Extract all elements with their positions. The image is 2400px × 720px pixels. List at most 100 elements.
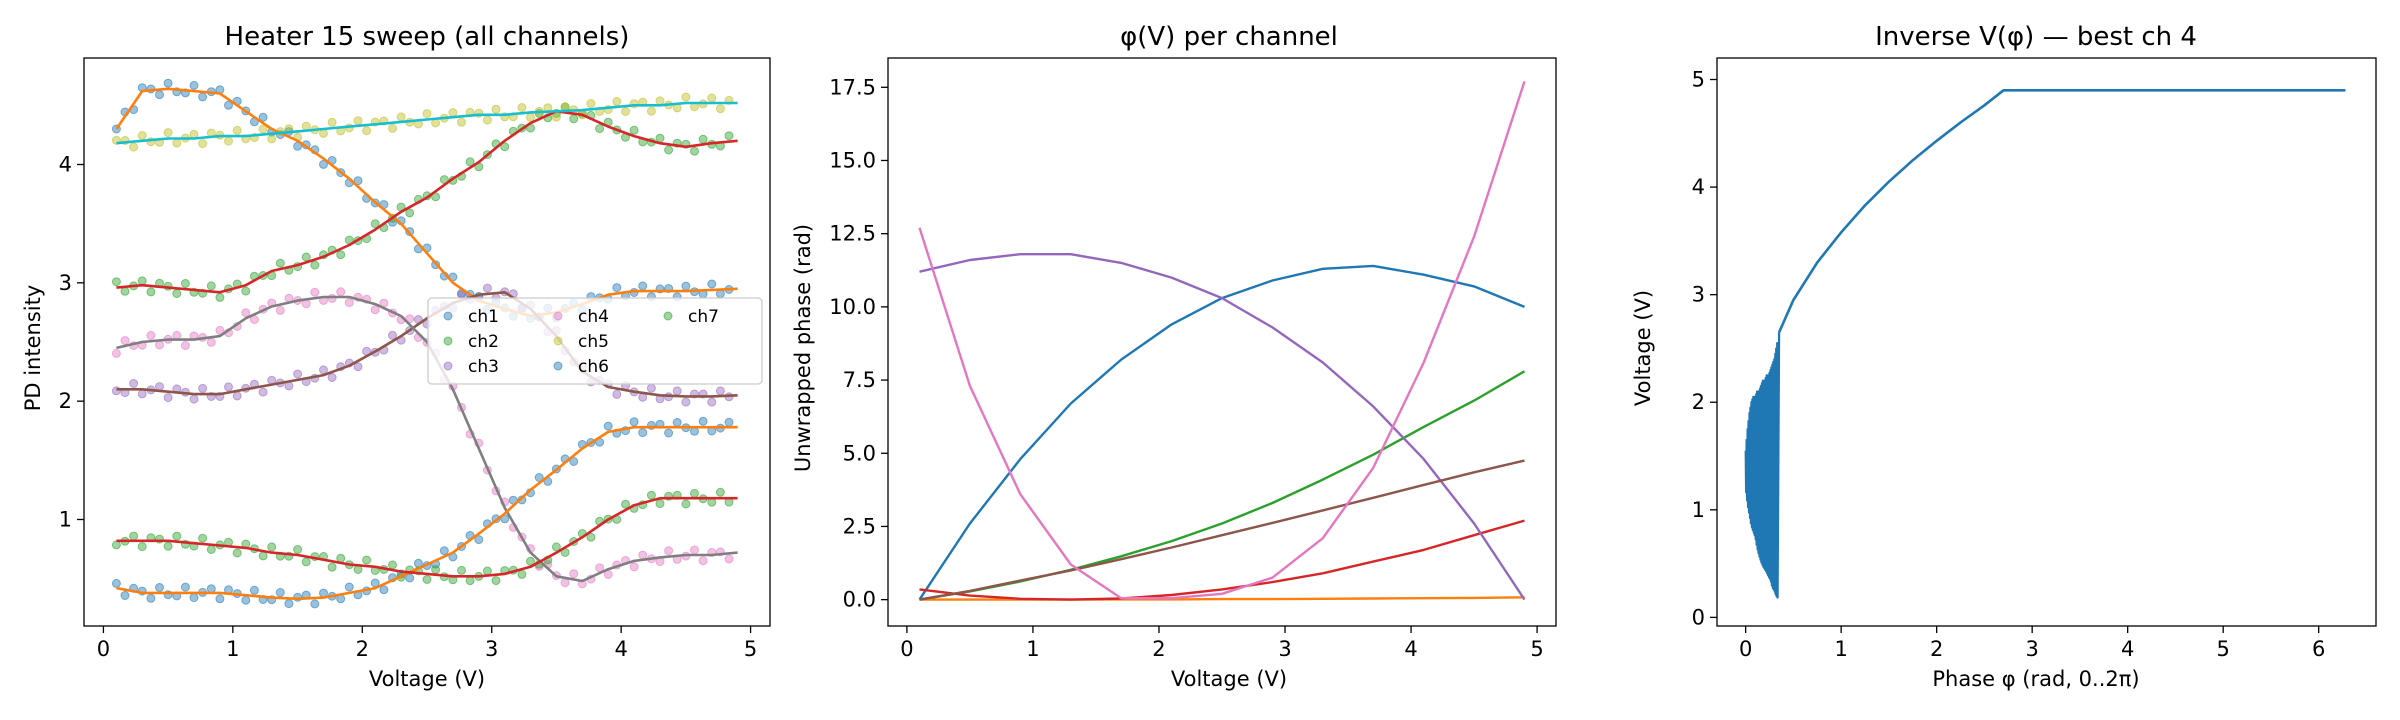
data-point-ch4	[344, 298, 354, 308]
legend-label: ch5	[578, 332, 609, 352]
x-tick-label: 5	[2217, 637, 2230, 661]
axes-frame	[1716, 57, 2377, 627]
data-point-ch4	[180, 341, 190, 350]
panel-sweep-title: Heater 15 sweep (all channels)	[225, 22, 630, 52]
legend-marker	[663, 311, 673, 321]
data-point-ch5	[586, 99, 596, 108]
legend-marker	[443, 311, 453, 321]
data-point-ch6	[534, 473, 544, 482]
legend-marker	[443, 336, 453, 346]
x-tick-label: 4	[1404, 637, 1417, 661]
panel-inverse-xlabel: Phase φ (rad, 0..2π)	[1932, 667, 2139, 691]
data-point-ch6	[180, 582, 190, 592]
y-tick-label: 3	[1692, 283, 1705, 307]
x-tick-label: 4	[614, 637, 627, 661]
data-point-ch7	[206, 545, 216, 554]
data-point-ch3	[353, 362, 363, 372]
data-point-ch7	[129, 531, 139, 541]
data-point-ch4	[664, 546, 674, 556]
x-tick-label: 1	[1026, 637, 1039, 661]
data-point-ch3	[388, 330, 397, 340]
data-point-ch5	[327, 117, 337, 127]
legend: ch1 ch2 ch3 ch4 ch5 ch6 ch7	[427, 297, 763, 385]
x-tick-label: 3	[2025, 637, 2038, 661]
data-point-ch7	[293, 545, 303, 554]
data-point-ch7	[137, 542, 147, 552]
data-point-ch6	[155, 583, 164, 592]
data-point-ch5	[707, 93, 717, 103]
legend-marker	[553, 336, 563, 346]
fit-line-ch1	[115, 87, 738, 318]
data-point-ch2	[595, 124, 605, 134]
panel-inverse: Inverse V(φ) — best ch 4 Phase φ (rad, 0…	[1631, 22, 2377, 691]
data-point-ch1	[612, 283, 622, 293]
data-point-ch3	[258, 387, 268, 397]
data-point-ch2	[500, 142, 510, 152]
data-point-ch2	[664, 145, 674, 155]
legend-label: ch4	[578, 307, 609, 327]
y-tick-label: 17.5	[829, 75, 876, 99]
data-point-ch7	[715, 487, 725, 497]
data-point-ch2	[690, 146, 699, 156]
data-point-ch4	[327, 293, 337, 303]
data-point-ch2	[336, 250, 346, 260]
data-point-ch2	[655, 133, 665, 143]
data-point-ch6	[249, 585, 259, 595]
panel-inverse-title: Inverse V(φ) — best ch 4	[1875, 22, 2197, 52]
data-point-ch5	[457, 117, 466, 127]
legend-box	[427, 297, 763, 385]
x-tick-label: 2	[1152, 637, 1165, 661]
data-point-ch2	[310, 260, 320, 270]
data-point-ch4	[690, 545, 699, 555]
data-point-ch2	[698, 134, 708, 144]
axes-frame	[887, 57, 1557, 627]
data-point-ch5	[258, 124, 268, 134]
data-point-ch7	[267, 542, 277, 552]
inverse-noisy-segment	[1744, 332, 1781, 599]
data-point-ch1	[353, 176, 363, 186]
panel-phase-title: φ(V) per channel	[1120, 22, 1338, 52]
data-point-ch3	[646, 383, 656, 393]
panel-inverse-ylabel: Voltage (V)	[1631, 290, 1655, 406]
data-point-ch2	[206, 281, 216, 291]
data-point-ch7	[655, 499, 665, 509]
data-point-ch2	[146, 287, 156, 297]
data-point-ch6	[672, 418, 682, 427]
data-point-ch1	[258, 112, 268, 122]
legend-label: ch1	[468, 307, 499, 327]
data-point-ch4	[120, 336, 130, 346]
data-point-ch7	[586, 532, 596, 542]
data-point-ch1	[155, 90, 164, 100]
data-point-ch7	[482, 566, 492, 576]
legend-label: ch6	[578, 357, 609, 377]
data-point-ch3	[715, 386, 725, 396]
x-tick-label: 3	[485, 637, 498, 661]
legend-label: ch7	[688, 307, 719, 327]
data-point-ch6	[284, 599, 294, 609]
data-point-ch5	[655, 96, 665, 106]
data-point-ch2	[275, 258, 285, 268]
y-tick-label: 4	[59, 153, 72, 177]
x-tick-label: 2	[1930, 637, 1943, 661]
data-point-ch3	[189, 394, 199, 404]
data-point-ch6	[310, 599, 320, 609]
x-tick-label: 0	[900, 637, 913, 661]
data-point-ch6	[241, 595, 251, 605]
data-point-ch7	[422, 575, 432, 584]
data-point-ch5	[353, 116, 363, 126]
x-tick-label: 6	[2312, 637, 2325, 661]
data-point-ch7	[681, 499, 691, 509]
data-point-ch3	[672, 386, 682, 396]
data-point-ch4	[206, 337, 216, 347]
fit-line-ch5	[116, 101, 738, 145]
data-point-ch7	[457, 565, 466, 575]
legend-label: ch2	[468, 332, 499, 352]
data-point-ch4	[172, 330, 182, 340]
y-tick-label: 4	[1692, 175, 1705, 199]
data-point-ch6	[724, 417, 734, 427]
y-tick-label: 10.0	[829, 295, 876, 319]
fit-line-ch2	[116, 110, 738, 294]
x-tick-label: 5	[1530, 637, 1543, 661]
data-point-ch5	[198, 139, 208, 149]
data-point-ch5	[646, 106, 656, 116]
